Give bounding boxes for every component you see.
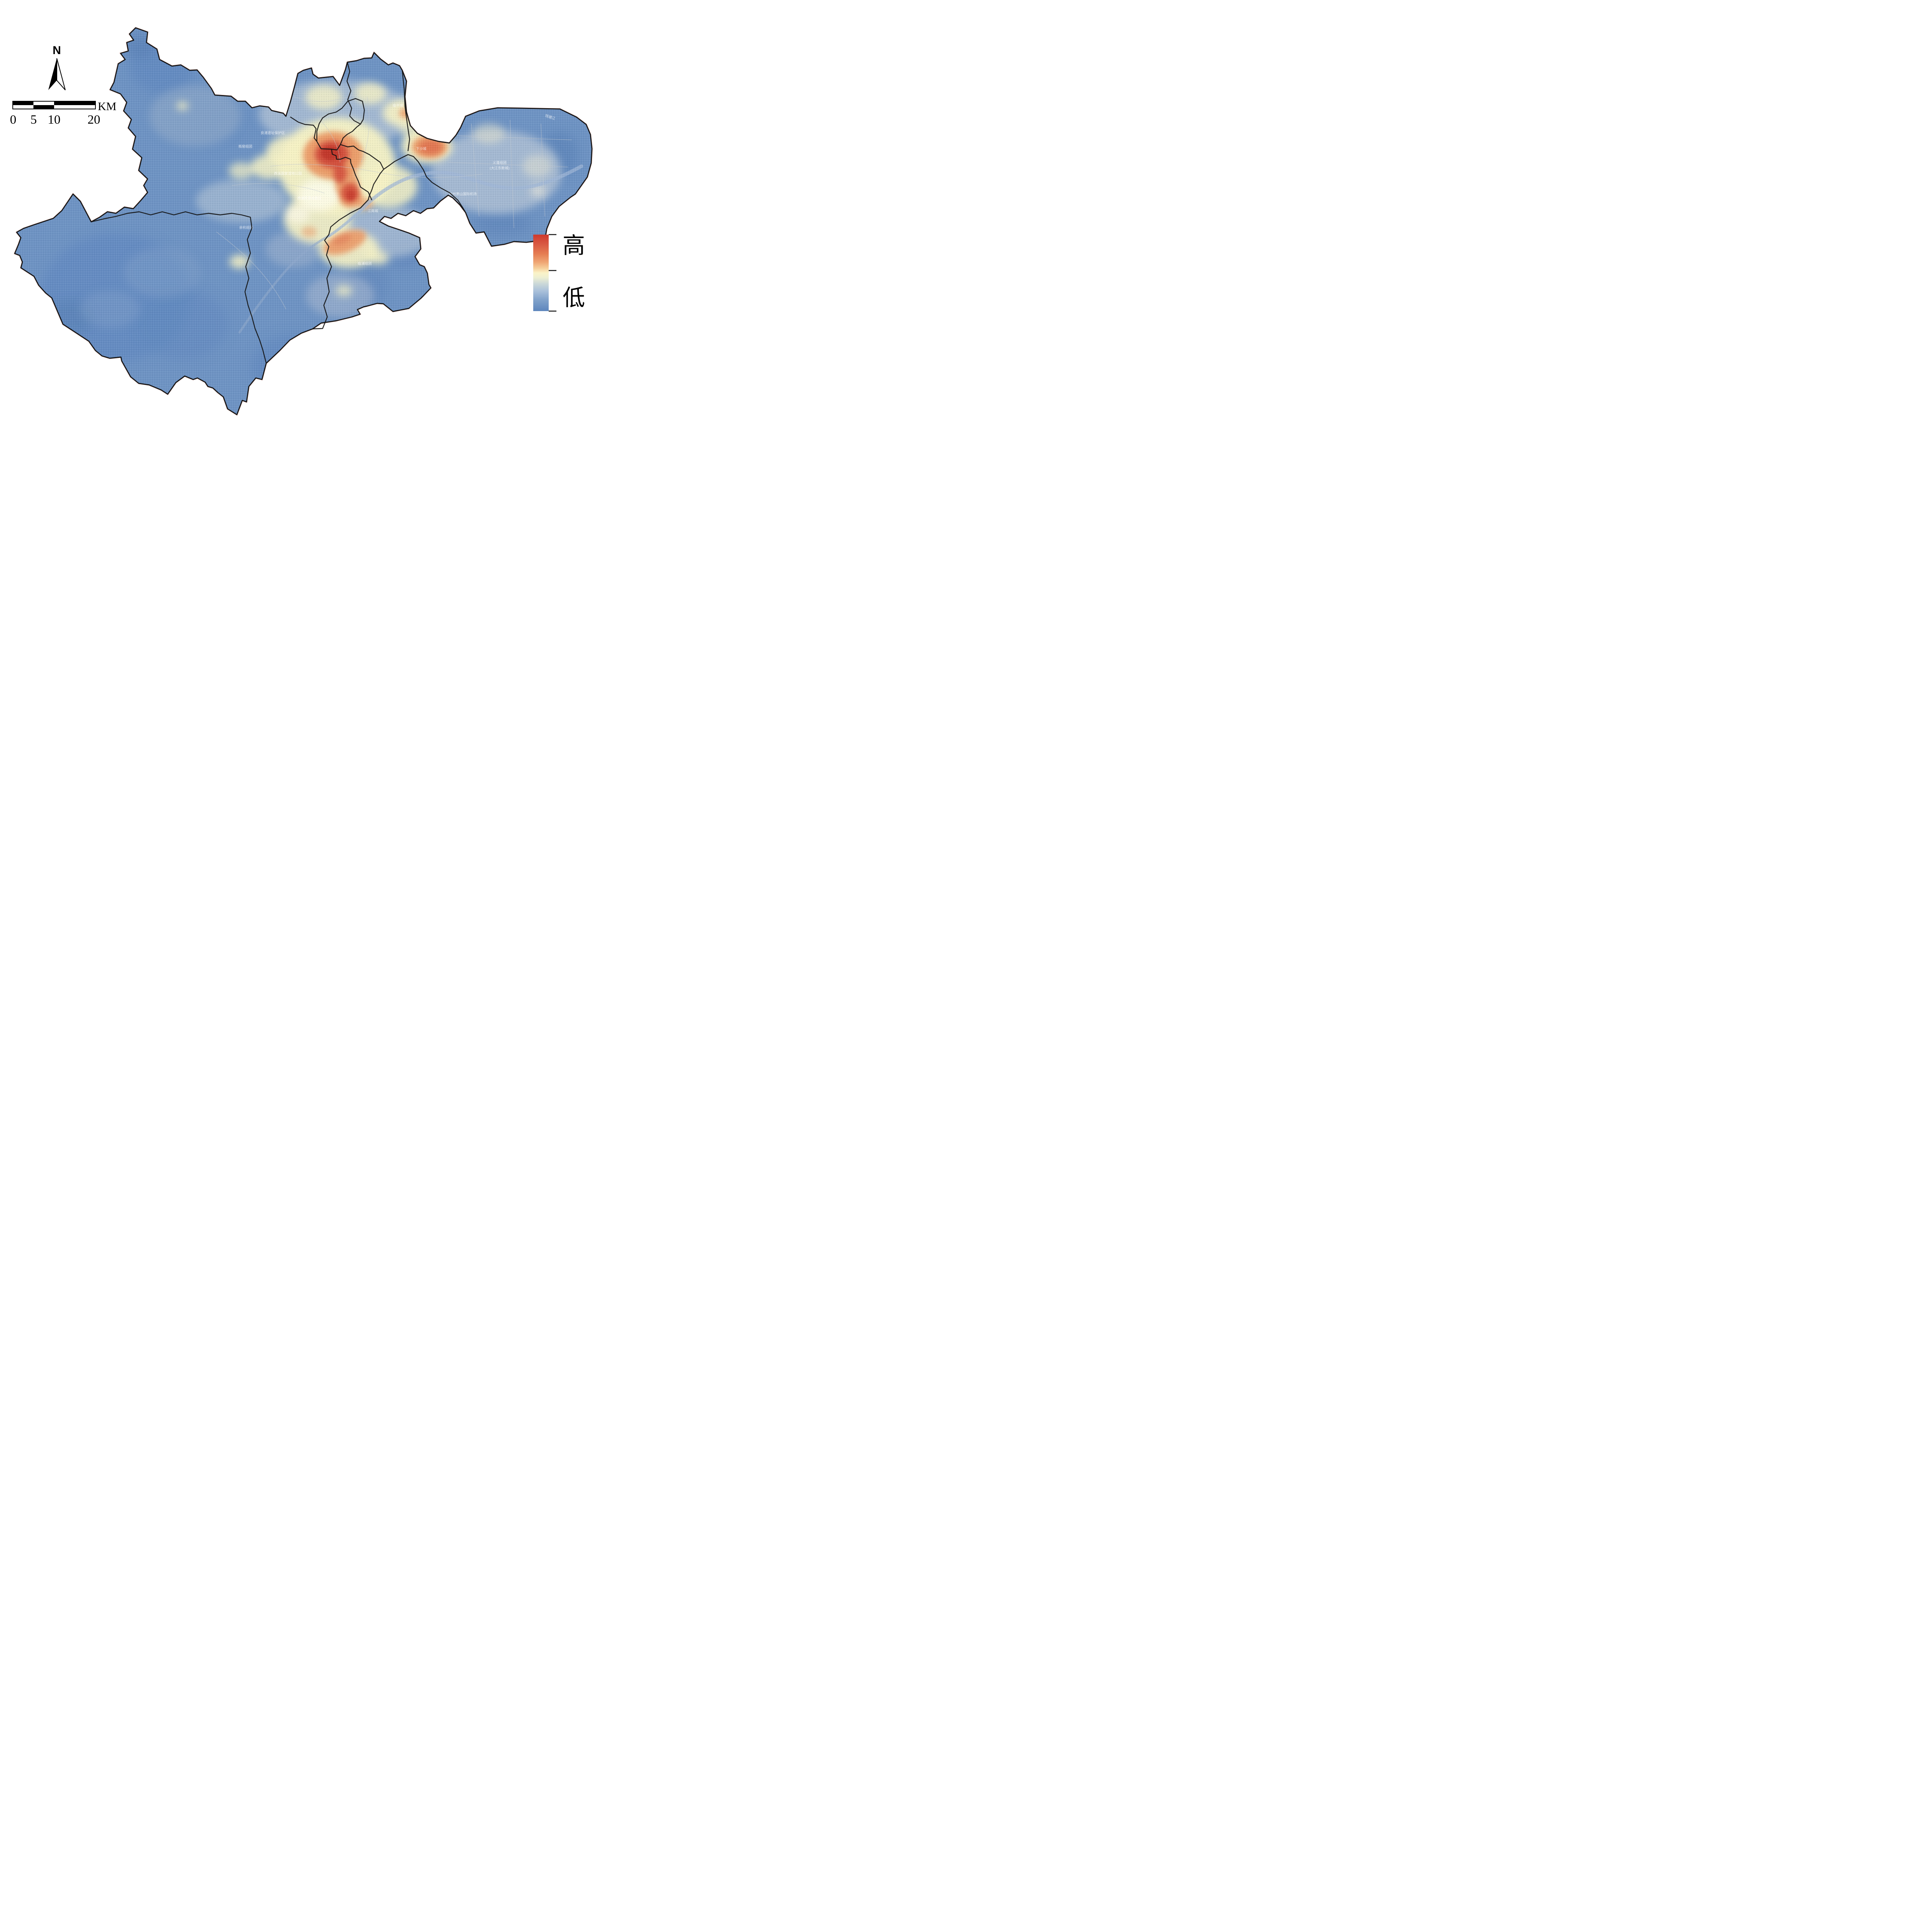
basemap-label: 良渚遗址保护区 <box>260 131 285 135</box>
district-boundary-line <box>290 98 365 151</box>
legend-ticks <box>549 234 556 312</box>
north-arrow-label: N <box>53 44 61 57</box>
north-arrow: N <box>48 44 66 90</box>
scale-segment <box>13 105 34 109</box>
district-boundary-line <box>90 211 267 364</box>
scale-segment <box>13 101 34 105</box>
north-arrow-right-half <box>56 58 66 90</box>
basemap-label: (大江东新城) <box>490 166 510 170</box>
basemap-label: 瓶窑组团 <box>238 144 252 148</box>
scale-segment <box>33 105 54 109</box>
basemap-label: 西湖风景名胜区 <box>297 196 321 200</box>
basemap-labels: 西溪国家湿地公园 西湖风景名胜区 良渚遗址保护区 临平城 下沙城 江南城 义蓬组… <box>238 103 556 265</box>
map-figure: 西溪国家湿地公园 西湖风景名胜区 良渚遗址保护区 临平城 下沙城 江南城 义蓬组… <box>0 0 603 426</box>
legend-high-label: 高 <box>563 233 585 258</box>
district-boundary-line <box>346 61 361 125</box>
scale-segment <box>33 101 54 105</box>
north-arrow-left-half <box>48 58 57 90</box>
scale-segment <box>54 101 95 105</box>
basemap-label: 临浦组团 <box>358 261 372 265</box>
scale-bar-frame <box>12 101 96 109</box>
basemap-label: 西溪国家湿地公园 <box>274 171 302 175</box>
basemap-label: 杭州萧山国际机场 <box>449 192 477 196</box>
basemap-label: 临平城 <box>393 103 403 107</box>
map-canvas: 西溪国家湿地公园 西湖风景名胜区 良渚遗址保护区 临平城 下沙城 江南城 义蓬组… <box>0 0 603 426</box>
basemap-label: 下沙城 <box>416 147 426 151</box>
scale-segment <box>54 105 95 109</box>
district-boundary-line <box>312 199 369 330</box>
scale-unit-label: KM <box>98 100 116 113</box>
pixel-texture <box>15 28 592 415</box>
district-boundary-line <box>367 154 466 213</box>
scale-tick-label: 20 <box>88 113 100 127</box>
district-boundary-line <box>401 70 410 151</box>
basemap-label: 瓜沥组团 <box>453 223 467 228</box>
scale-tick-label: 0 <box>10 113 17 127</box>
legend: 高 低 <box>533 233 585 312</box>
district-boundaries <box>90 61 466 364</box>
basemap-label: 江南城 <box>367 209 378 213</box>
scale-bar: KM 0 5 10 20 <box>10 100 117 127</box>
heat-blob <box>239 62 294 97</box>
legend-gradient-bar <box>533 235 549 311</box>
scale-tick-label: 10 <box>48 113 61 127</box>
district-boundary-line <box>340 144 384 170</box>
district-boundary-line <box>331 148 372 201</box>
scale-tick-labels: 0 5 10 20 <box>10 113 100 127</box>
basemap-label: 余杭组团 <box>239 225 253 230</box>
heat-blob <box>405 80 468 113</box>
city-map: 西溪国家湿地公园 西湖风景名胜区 良渚遗址保护区 临平城 下沙城 江南城 义蓬组… <box>0 0 603 426</box>
basemap-label: 义蓬组团 <box>493 160 507 165</box>
legend-low-label: 低 <box>563 285 585 310</box>
scale-tick-label: 5 <box>31 113 37 127</box>
